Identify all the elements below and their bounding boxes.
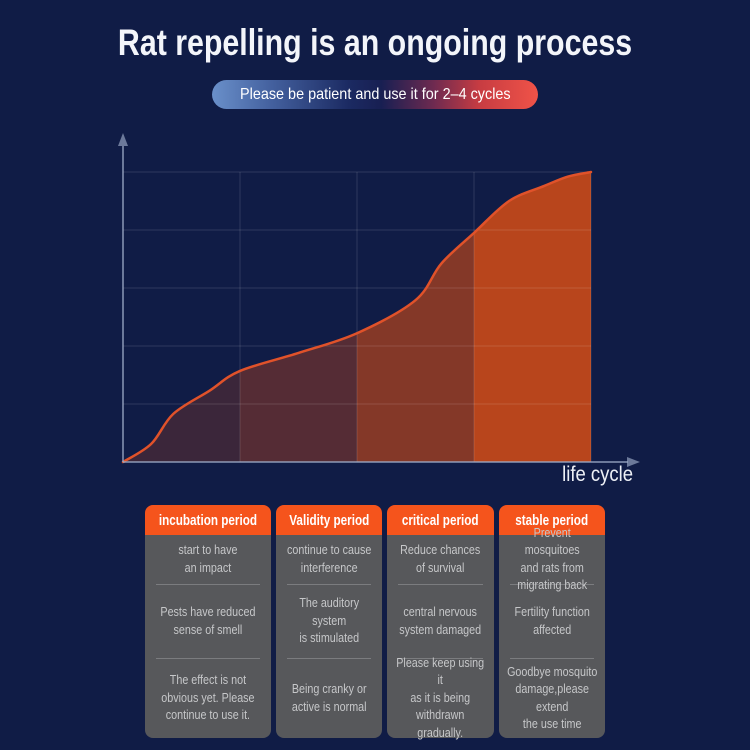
column-stable-period: stable period Prevent mosquitoes and rat… xyxy=(498,505,606,738)
cell-divider xyxy=(286,584,372,585)
table-cell: The effect is not obvious yet. Please co… xyxy=(161,673,255,723)
table-cell: Prevent mosquitoes and rats from migrati… xyxy=(516,525,587,593)
column-header-label: Validity period xyxy=(289,511,370,529)
cell-divider xyxy=(398,584,483,585)
chart-grid xyxy=(123,171,592,462)
column-header: Validity period xyxy=(275,505,383,535)
column-body: start to have an impact Pests have reduc… xyxy=(145,535,271,738)
cell-divider xyxy=(398,658,483,659)
column-body: Prevent mosquitoes and rats from migrati… xyxy=(498,525,606,738)
chart-area-band-3 xyxy=(474,172,591,462)
table-cell: The auditory system is stimulated xyxy=(299,596,359,646)
table-cell: continue to cause interference xyxy=(286,543,372,575)
table-cell: central nervous system damaged xyxy=(399,605,482,637)
table-cell: start to have an impact xyxy=(178,543,238,575)
column-header: incubation period xyxy=(145,505,271,535)
column-header-label: incubation period xyxy=(158,511,258,529)
cell-divider xyxy=(509,584,595,585)
patience-banner-text: Please be patient and use it for 2–4 cyc… xyxy=(239,85,511,103)
page-title: Rat repelling is an ongoing process xyxy=(117,22,633,63)
chart-axes xyxy=(122,146,628,463)
table-cell: Pests have reduced sense of smell xyxy=(160,605,256,637)
cell-divider xyxy=(156,658,260,659)
table-cell: Being cranky or active is normal xyxy=(291,682,367,714)
table-cell: Please keep using it as it is being with… xyxy=(396,655,485,740)
column-body: continue to cause interference The audit… xyxy=(275,535,383,738)
x-axis-arrow-icon xyxy=(627,457,640,467)
x-axis-label: life cycle xyxy=(562,463,633,486)
column-body: Reduce chances of survival central nervo… xyxy=(387,535,494,740)
table-cell: Goodbye mosquito damage,please extend th… xyxy=(506,664,597,732)
cell-divider xyxy=(156,584,260,585)
chart-area-band-1 xyxy=(240,333,357,462)
table-cell: Fertility function affected xyxy=(514,605,590,637)
cell-divider xyxy=(509,658,595,659)
patience-banner: Please be patient and use it for 2–4 cyc… xyxy=(212,80,538,109)
lifecycle-chart xyxy=(118,133,640,467)
table-cell: Reduce chances of survival xyxy=(400,543,481,575)
column-header: stable period xyxy=(498,505,606,535)
column-critical-period: critical period Reduce chances of surviv… xyxy=(387,505,494,740)
column-header-label: stable period xyxy=(515,511,589,529)
column-header: critical period xyxy=(387,505,494,535)
column-header-label: critical period xyxy=(402,511,479,529)
cell-divider xyxy=(286,658,372,659)
chart-area-band-0 xyxy=(123,370,240,462)
y-axis-arrow-icon xyxy=(118,133,128,146)
column-validity-period: Validity period continue to cause interf… xyxy=(275,505,383,738)
chart-area-band-2 xyxy=(357,232,474,462)
period-table: incubation period start to have an impac… xyxy=(145,505,606,740)
chart-curve xyxy=(121,170,593,464)
column-incubation-period: incubation period start to have an impac… xyxy=(145,505,271,738)
